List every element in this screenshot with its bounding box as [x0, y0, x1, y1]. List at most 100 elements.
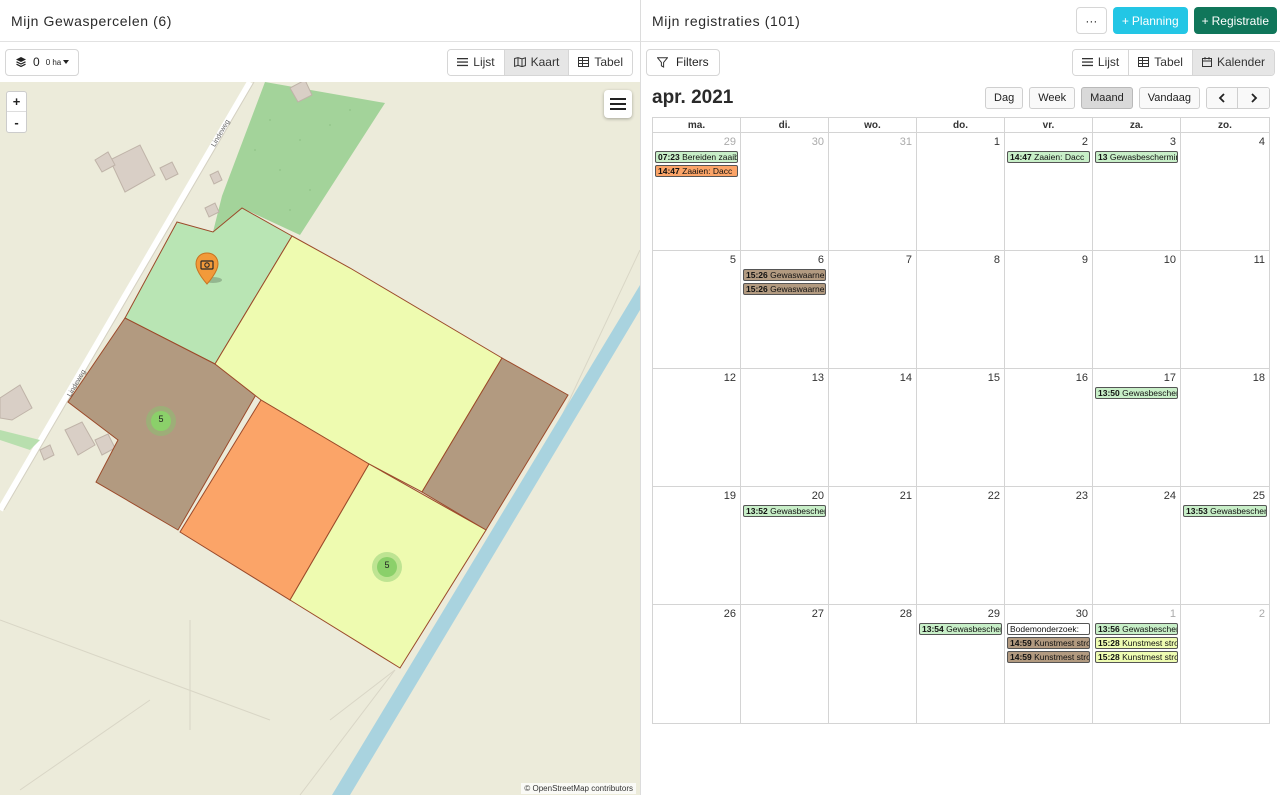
calendar-event[interactable]: 14:47 Zaaien: Dacc	[655, 165, 738, 177]
calendar-day-cell[interactable]: 22	[917, 487, 1005, 604]
calendar-event[interactable]: Bodemonderzoek:	[1007, 623, 1090, 635]
more-options-button[interactable]: ···	[1075, 7, 1107, 34]
calendar-day-cell[interactable]: 3 13 Gewasbescherming	[1093, 133, 1181, 250]
today-button[interactable]: Vandaag	[1138, 87, 1200, 109]
calendar-day-cell[interactable]: 20 13:52 Gewasbescherming	[741, 487, 829, 604]
day-number[interactable]: 14	[899, 372, 912, 384]
day-number[interactable]: 20	[811, 490, 824, 502]
calendar-event[interactable]: 13:52 Gewasbescherming	[743, 505, 826, 517]
day-number[interactable]: 23	[1075, 490, 1088, 502]
calendar-day-cell[interactable]: 21	[829, 487, 917, 604]
calendar-day-cell[interactable]: 615:26 Gewaswaarneming15:26 Gewaswaarnem…	[741, 251, 829, 368]
calendar-day-cell[interactable]: 29 13:54 Gewasbescherming	[917, 605, 1005, 723]
day-number[interactable]: 29	[723, 136, 736, 148]
calendar-event[interactable]: 15:28 Kunstmest strooien	[1095, 651, 1178, 663]
day-number[interactable]: 3	[1169, 136, 1176, 148]
zoom-out-button[interactable]: -	[14, 114, 19, 130]
range-week-button[interactable]: Week	[1029, 87, 1076, 109]
day-number[interactable]: 29	[987, 608, 1000, 620]
view-lijst-button[interactable]: Lijst	[448, 49, 505, 75]
calendar-day-cell[interactable]: 13	[741, 369, 829, 486]
day-number[interactable]: 24	[1163, 490, 1176, 502]
range-dag-button[interactable]: Dag	[985, 87, 1024, 109]
calendar-day-cell[interactable]: 2	[1181, 605, 1269, 723]
day-number[interactable]: 13	[811, 372, 824, 384]
calendar-event[interactable]: 14:59 Kunstmest strooien	[1007, 637, 1090, 649]
calendar-day-cell[interactable]: 14	[829, 369, 917, 486]
day-number[interactable]: 22	[987, 490, 1000, 502]
calendar-event[interactable]: 13:54 Gewasbescherming	[919, 623, 1002, 635]
calendar-event[interactable]: 15:28 Kunstmest strooien	[1095, 637, 1178, 649]
calendar-day-cell[interactable]: 24	[1093, 487, 1181, 604]
day-number[interactable]: 1	[993, 136, 1000, 148]
add-planning-button[interactable]: + Planning	[1112, 7, 1188, 34]
calendar-day-cell[interactable]: 30 Bodemonderzoek: 14:59 Kunstmest strooie…	[1005, 605, 1093, 723]
view-tabel-button[interactable]: Tabel	[1129, 49, 1193, 75]
calendar-day-cell[interactable]: 30	[741, 133, 829, 250]
calendar-event[interactable]: 13:53 Gewasbescherming	[1183, 505, 1267, 517]
day-number[interactable]: 25	[1252, 490, 1265, 502]
calendar-day-cell[interactable]: 9	[1005, 251, 1093, 368]
zoom-in-button[interactable]: +	[7, 92, 26, 112]
range-maand-button[interactable]: Maand	[1081, 87, 1133, 109]
calendar-day-cell[interactable]: 31	[829, 133, 917, 250]
calendar-day-cell[interactable]: 16	[1005, 369, 1093, 486]
day-number[interactable]: 5	[729, 254, 736, 266]
map-layers-button[interactable]	[604, 90, 632, 118]
calendar-day-cell[interactable]: 10	[1093, 251, 1181, 368]
calendar-event[interactable]: 15:26 Gewaswaarneming	[743, 283, 826, 295]
next-month-button[interactable]	[1238, 88, 1269, 108]
calendar-day-cell[interactable]: 8	[917, 251, 1005, 368]
calendar-day-cell[interactable]: 28	[829, 605, 917, 723]
calendar-day-cell[interactable]: 113:56 Gewasbescherming15:28 Kunstmest s…	[1093, 605, 1181, 723]
day-number[interactable]: 17	[1163, 372, 1176, 384]
day-number[interactable]: 4	[1258, 136, 1265, 148]
day-number[interactable]: 28	[899, 608, 912, 620]
day-number[interactable]: 30	[1075, 608, 1088, 620]
calendar-day-cell[interactable]: 19	[653, 487, 741, 604]
calendar-day-cell[interactable]: 29 07:23 Bereiden zaaibed 14:47 Zaaien: Da…	[653, 133, 741, 250]
calendar-event[interactable]: 15:26 Gewaswaarneming	[743, 269, 826, 281]
day-number[interactable]: 30	[811, 136, 824, 148]
parcel-map[interactable]: Lindeweg Lindeweg 5 5 + - © OpenStreetMa…	[0, 82, 640, 795]
add-registratie-button[interactable]: + Registratie	[1193, 7, 1277, 34]
day-number[interactable]: 12	[723, 372, 736, 384]
calendar-event[interactable]: 07:23 Bereiden zaaibed	[655, 151, 738, 163]
calendar-event[interactable]: 13:50 Gewasbescherming	[1095, 387, 1178, 399]
day-number[interactable]: 27	[811, 608, 824, 620]
calendar-event[interactable]: 14:59 Kunstmest strooien	[1007, 651, 1090, 663]
view-kaart-button[interactable]: Kaart	[504, 49, 570, 75]
cluster-marker-1[interactable]: 5	[158, 414, 164, 424]
calendar-event[interactable]: 14:47 Zaaien: Dacc	[1007, 151, 1090, 163]
calendar-event[interactable]: 13 Gewasbescherming	[1095, 151, 1178, 163]
calendar-day-cell[interactable]: 7	[829, 251, 917, 368]
map-attribution[interactable]: © OpenStreetMap contributors	[521, 783, 636, 794]
calendar-day-cell[interactable]: 17 13:50 Gewasbescherming	[1093, 369, 1181, 486]
day-number[interactable]: 19	[723, 490, 736, 502]
day-number[interactable]: 16	[1075, 372, 1088, 384]
day-number[interactable]: 8	[993, 254, 1000, 266]
day-number[interactable]: 9	[1081, 254, 1088, 266]
filters-button[interactable]: Filters	[646, 48, 720, 76]
day-number[interactable]: 11	[1253, 254, 1265, 266]
day-number[interactable]: 31	[899, 136, 912, 148]
calendar-day-cell[interactable]: 12	[653, 369, 741, 486]
calendar-day-cell[interactable]: 23	[1005, 487, 1093, 604]
cluster-marker-2[interactable]: 5	[384, 560, 390, 570]
calendar-day-cell[interactable]: 5	[653, 251, 741, 368]
calendar-day-cell[interactable]: 18	[1181, 369, 1269, 486]
view-kalender-button[interactable]: Kalender	[1192, 49, 1274, 75]
day-number[interactable]: 7	[905, 254, 912, 266]
day-number[interactable]: 10	[1163, 254, 1176, 266]
prev-month-button[interactable]	[1207, 88, 1238, 108]
day-number[interactable]: 15	[987, 372, 1000, 384]
view-tabel-button[interactable]: Tabel	[569, 49, 632, 75]
day-number[interactable]: 26	[723, 608, 736, 620]
view-lijst-button[interactable]: Lijst	[1072, 49, 1130, 75]
calendar-day-cell[interactable]: 11	[1181, 251, 1269, 368]
calendar-day-cell[interactable]: 25 13:53 Gewasbescherming	[1181, 487, 1269, 604]
calendar-day-cell[interactable]: 2 14:47 Zaaien: Dacc	[1005, 133, 1093, 250]
calendar-day-cell[interactable]: 15	[917, 369, 1005, 486]
calendar-day-cell[interactable]: 27	[741, 605, 829, 723]
calendar-event[interactable]: 13:56 Gewasbescherming	[1095, 623, 1178, 635]
